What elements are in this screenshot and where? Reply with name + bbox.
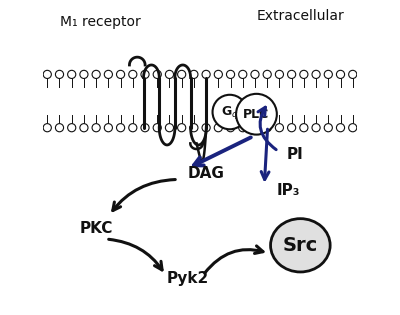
Circle shape	[92, 70, 100, 78]
Circle shape	[349, 70, 357, 78]
Circle shape	[141, 123, 149, 132]
Ellipse shape	[270, 219, 330, 272]
Circle shape	[288, 70, 296, 78]
Circle shape	[275, 123, 284, 132]
Text: G$_q$: G$_q$	[221, 104, 238, 121]
Text: Extracellular: Extracellular	[256, 9, 344, 23]
Circle shape	[251, 123, 259, 132]
Circle shape	[251, 70, 259, 78]
Circle shape	[56, 123, 64, 132]
Circle shape	[104, 123, 112, 132]
Circle shape	[43, 123, 51, 132]
Circle shape	[226, 123, 235, 132]
Circle shape	[214, 70, 222, 78]
Text: Pyk2: Pyk2	[166, 271, 208, 286]
Circle shape	[43, 70, 51, 78]
Circle shape	[153, 123, 161, 132]
Circle shape	[80, 123, 88, 132]
Circle shape	[80, 70, 88, 78]
Text: PI: PI	[286, 147, 303, 162]
Circle shape	[226, 70, 235, 78]
Circle shape	[178, 70, 186, 78]
Circle shape	[153, 70, 161, 78]
Circle shape	[56, 70, 64, 78]
Circle shape	[300, 70, 308, 78]
Circle shape	[92, 123, 100, 132]
Circle shape	[178, 123, 186, 132]
Circle shape	[141, 70, 149, 78]
Circle shape	[214, 123, 222, 132]
Circle shape	[312, 123, 320, 132]
Circle shape	[190, 70, 198, 78]
Circle shape	[202, 70, 210, 78]
Circle shape	[129, 123, 137, 132]
Text: M₁ receptor: M₁ receptor	[60, 15, 141, 29]
Text: IP₃: IP₃	[277, 183, 300, 198]
Circle shape	[104, 70, 112, 78]
Circle shape	[263, 123, 271, 132]
Circle shape	[68, 123, 76, 132]
Text: Src: Src	[283, 236, 318, 255]
Circle shape	[324, 70, 332, 78]
Circle shape	[116, 70, 125, 78]
Circle shape	[116, 123, 125, 132]
Circle shape	[212, 95, 247, 129]
Circle shape	[165, 123, 174, 132]
Circle shape	[165, 70, 174, 78]
Circle shape	[202, 123, 210, 132]
Circle shape	[190, 123, 198, 132]
Circle shape	[324, 123, 332, 132]
Text: DAG: DAG	[188, 166, 224, 181]
Text: PKC: PKC	[80, 220, 113, 236]
Circle shape	[349, 123, 357, 132]
Text: PLC: PLC	[243, 108, 270, 121]
Circle shape	[300, 123, 308, 132]
Circle shape	[275, 70, 284, 78]
Circle shape	[129, 70, 137, 78]
Circle shape	[312, 70, 320, 78]
Circle shape	[239, 70, 247, 78]
Circle shape	[336, 70, 344, 78]
Circle shape	[236, 94, 277, 135]
Circle shape	[288, 123, 296, 132]
Circle shape	[336, 123, 344, 132]
Circle shape	[239, 123, 247, 132]
Circle shape	[68, 70, 76, 78]
Circle shape	[263, 70, 271, 78]
